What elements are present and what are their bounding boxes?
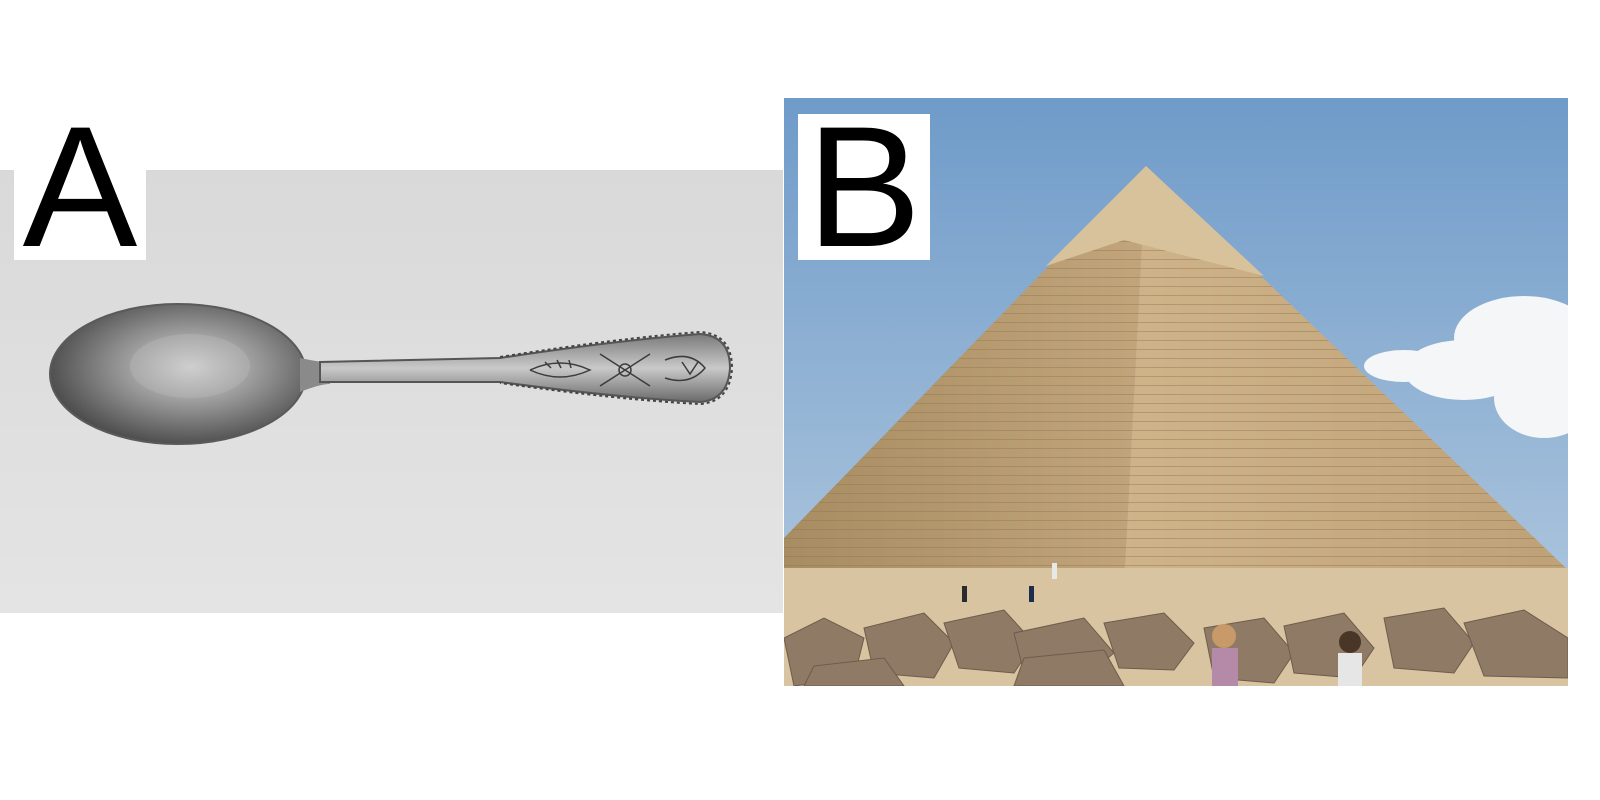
panel-label-b: B <box>798 101 930 273</box>
photo-panel-b <box>784 98 1568 686</box>
clouds <box>1364 296 1568 438</box>
pyramid-casing <box>1046 166 1264 276</box>
tourists <box>962 563 1362 686</box>
panel-label-a: A <box>14 101 146 273</box>
foreground-rocks <box>784 607 1568 686</box>
pyramid-photo <box>784 98 1568 686</box>
spoon-handle <box>319 332 732 404</box>
handle-engraving <box>529 353 706 387</box>
